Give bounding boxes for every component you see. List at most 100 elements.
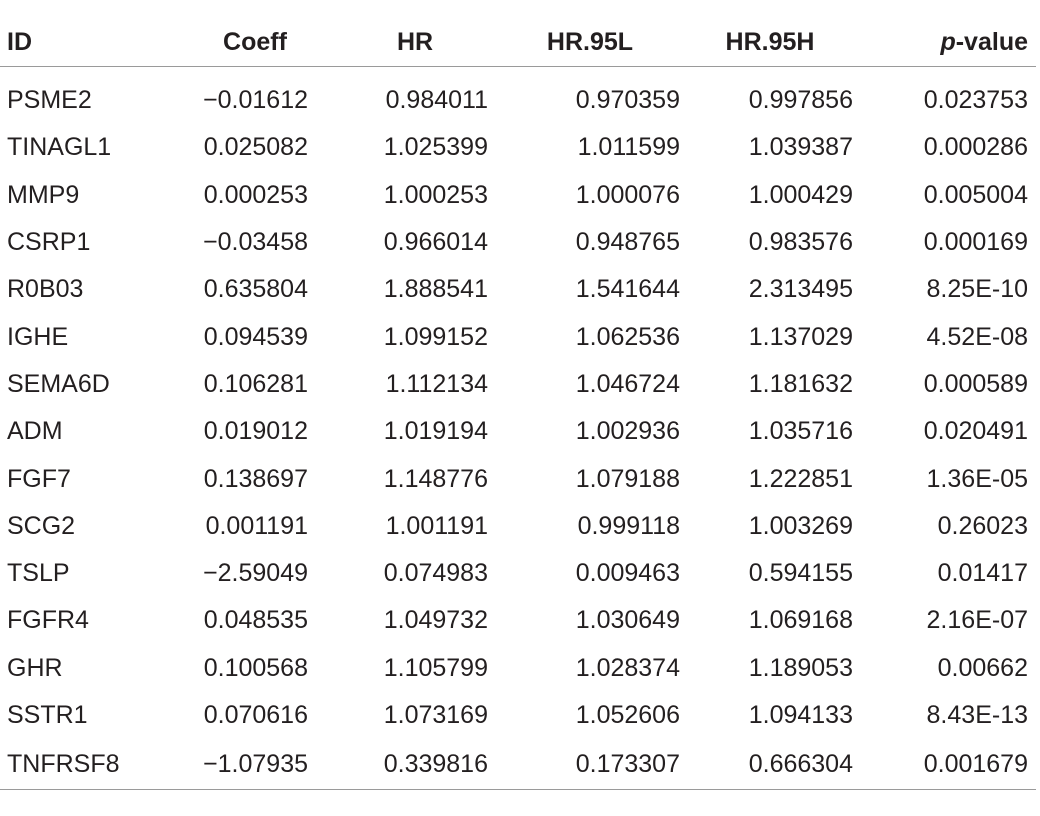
cell-coeff: 0.635804: [203, 275, 308, 304]
cell-p-value: 1.36E-05: [926, 464, 1028, 493]
cell-hr: 1.025399: [383, 133, 488, 162]
cell-p-value: 0.01417: [937, 559, 1028, 588]
cell-p-value: 8.43E-13: [926, 701, 1028, 729]
cell-p-value: 2.16E-07: [926, 606, 1028, 635]
table-row: FGF7 0.138697 1.148776 1.079188 1.222851 1.36…: [0, 455, 1036, 502]
cell-id: IGHE: [7, 322, 69, 351]
table-row: TSLP −2.59049 0.074983 0.009463 0.594155 0.01…: [0, 550, 1036, 597]
cell-hr-95l: 0.999118: [577, 511, 680, 540]
cell-hr-95l: 1.028374: [575, 653, 680, 682]
cell-hr-95h: 1.137029: [748, 322, 853, 351]
cell-hr-95h: 0.983576: [748, 228, 853, 257]
cell-hr-95h: 2.313495: [748, 275, 853, 304]
cell-coeff: 0.106281: [203, 369, 308, 398]
cell-coeff: 0.000253: [203, 180, 308, 209]
cell-coeff: 0.048535: [203, 606, 308, 635]
cell-hr-95h: 0.666304: [680, 739, 860, 791]
cell-p-value: 0.023753: [923, 86, 1028, 115]
cell-id: MMP9: [7, 180, 80, 209]
table-row: GHR 0.100568 1.105799 1.028374 1.189053 0.006…: [0, 645, 1036, 692]
cell-hr: 1.099152: [383, 322, 488, 351]
cell-id: SCG2: [7, 511, 76, 540]
cell-hr-95l: 0.948765: [575, 228, 680, 257]
cell-hr-95l: 1.011599: [577, 133, 680, 162]
cell-coeff: −2.59049: [203, 559, 308, 588]
cell-hr: 1.001191: [385, 511, 488, 540]
table-row: SSTR1 0.070616 1.073169 1.052606 1.094133 8.4…: [0, 692, 1036, 739]
cell-hr-95l: 1.079188: [575, 464, 680, 493]
cell-hr: 1.019194: [383, 417, 488, 446]
cell-p-value: 0.000169: [923, 228, 1028, 257]
cell-p-value: 0.000589: [923, 369, 1028, 398]
cell-id: TNFRSF8: [0, 739, 150, 791]
header-hr-95l: HR.95L: [500, 18, 680, 67]
cell-coeff: −0.01612: [203, 86, 308, 115]
cell-hr-95h: 0.997856: [748, 86, 853, 115]
cell-hr-95l: 1.002936: [575, 417, 680, 446]
table-row: PSME2 −0.01612 0.984011 0.970359 0.997856 0.0…: [0, 67, 1036, 125]
cell-hr: 0.984011: [385, 86, 488, 115]
cell-coeff: −1.07935: [150, 739, 320, 791]
cell-id: FGF7: [7, 464, 71, 493]
table-row: SEMA6D 0.106281 1.112134 1.046724 1.181632 0.…: [0, 361, 1036, 408]
table-header: ID Coeff HR HR.95L HR.95H p-value: [0, 18, 1036, 67]
cell-hr-95h: 1.000429: [748, 180, 853, 209]
cell-id: SEMA6D: [7, 369, 110, 398]
cell-hr-95h: 1.181632: [748, 369, 853, 398]
header-id: ID: [0, 18, 150, 67]
cell-id: SSTR1: [7, 701, 88, 729]
cell-p-value: 0.005004: [923, 180, 1028, 209]
table-body: PSME2 −0.01612 0.984011 0.970359 0.997856 0.0…: [0, 67, 1036, 791]
header-hr: HR: [320, 18, 500, 67]
cell-hr: 1.148776: [383, 464, 488, 493]
cell-p-value: 4.52E-08: [926, 322, 1028, 351]
cell-p-value: 8.25E-10: [926, 275, 1028, 304]
header-p-rest: -value: [955, 27, 1028, 56]
cell-id: FGFR4: [7, 606, 89, 635]
cell-p-value: 0.26023: [937, 511, 1028, 540]
cell-id: GHR: [7, 653, 63, 682]
cell-hr: 1.000253: [383, 180, 488, 209]
cell-hr-95h: 1.094133: [748, 701, 853, 729]
header-hr-95h: HR.95H: [680, 18, 860, 67]
table-row: ADM 0.019012 1.019194 1.002936 1.035716 0.020…: [0, 408, 1036, 455]
cell-p-value: 0.000286: [923, 133, 1028, 162]
cell-coeff: 0.138697: [203, 464, 308, 493]
cell-hr-95l: 1.052606: [575, 701, 680, 729]
cell-coeff: 0.094539: [203, 322, 308, 351]
cell-hr-95h: 1.003269: [748, 511, 853, 540]
cell-id: TINAGL1: [7, 133, 112, 162]
cell-hr-95h: 0.594155: [748, 559, 853, 588]
cell-hr-95h: 1.039387: [748, 133, 853, 162]
cell-coeff: −0.03458: [203, 228, 308, 257]
cell-coeff: 0.100568: [203, 653, 308, 682]
header-p-value: p-value: [860, 18, 1036, 67]
table-row: TNFRSF8 −1.07935 0.339816 0.173307 0.666304 0…: [0, 739, 1036, 791]
cell-id: TSLP: [7, 559, 70, 588]
cell-id: CSRP1: [7, 228, 91, 257]
header-p-italic: p: [940, 27, 956, 56]
cell-hr: 1.112134: [385, 369, 488, 398]
cell-hr: 0.339816: [320, 739, 500, 791]
cell-hr-95l: 0.173307: [500, 739, 680, 791]
cell-p-value: 0.020491: [923, 417, 1028, 446]
cell-hr-95h: 1.222851: [748, 464, 853, 493]
cox-regression-table: ID Coeff HR HR.95L HR.95H p-value PSME2 −…: [0, 18, 1036, 791]
cell-coeff: 0.001191: [205, 511, 308, 540]
cell-hr: 1.888541: [383, 275, 488, 304]
cell-id: ADM: [7, 417, 63, 446]
cell-hr: 1.073169: [383, 701, 488, 729]
cell-hr-95l: 1.030649: [575, 606, 680, 635]
table-row: TINAGL1 0.025082 1.025399 1.011599 1.039387 0…: [0, 124, 1036, 171]
cell-hr-95h: 1.069168: [748, 606, 853, 635]
cell-p-value: 0.001679: [860, 739, 1036, 791]
header-row: ID Coeff HR HR.95L HR.95H p-value: [0, 18, 1036, 67]
cell-hr-95l: 1.062536: [575, 322, 680, 351]
cell-hr-95h: 1.189053: [748, 653, 853, 682]
table-row: SCG2 0.001191 1.001191 0.999118 1.003269 0.26…: [0, 503, 1036, 550]
header-coeff: Coeff: [150, 18, 320, 67]
table-row: FGFR4 0.048535 1.049732 1.030649 1.069168 2.1…: [0, 597, 1036, 644]
cell-hr-95l: 0.970359: [575, 86, 680, 115]
cell-coeff: 0.019012: [203, 417, 308, 446]
